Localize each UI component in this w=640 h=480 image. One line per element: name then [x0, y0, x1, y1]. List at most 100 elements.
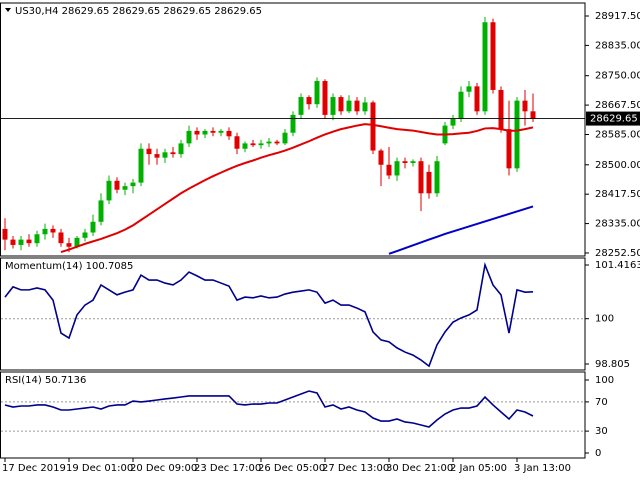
x-tick-label: 3 Jan 13:00 [514, 463, 571, 474]
panel-title: US30,H4 28629.65 28629.65 28629.65 28629… [15, 6, 262, 17]
y-tick-label: 70 [595, 397, 608, 408]
candle-body [98, 200, 104, 222]
candle-body [210, 130, 216, 133]
candle-body [530, 111, 536, 119]
plot-area [4, 390, 534, 428]
panel-frame [0, 2, 586, 257]
candle-body [506, 129, 512, 169]
candle-body [194, 130, 200, 135]
candle-body [282, 132, 288, 144]
candle-body [2, 228, 8, 240]
y-tick-label: 100 [595, 375, 614, 386]
x-tick-label: 26 Dec 05:00 [258, 463, 325, 474]
panel-frame [0, 257, 586, 371]
candle-body [330, 97, 336, 115]
candle-body [418, 161, 424, 194]
candle-body [26, 239, 32, 244]
candle-body [266, 141, 272, 144]
candle-body [394, 161, 400, 176]
y-tick-label: 98.805 [595, 359, 630, 370]
last-price-box [586, 111, 640, 126]
plot-area [4, 261, 534, 368]
candle-body [426, 171, 432, 194]
candle-body [514, 100, 520, 169]
candle-body [522, 100, 528, 112]
candle-body [42, 228, 48, 235]
x-tick-label: 17 Dec 2019 [2, 463, 66, 474]
indicator-line [4, 390, 534, 428]
x-tick-label: 20 Dec 09:00 [130, 463, 197, 474]
candle-body [234, 136, 240, 149]
y-tick-label: 28417.50 [595, 189, 640, 200]
candle-body [138, 148, 144, 183]
y-tick-label: 28585.00 [595, 129, 640, 140]
candle-body [450, 118, 456, 126]
candle-body [378, 150, 384, 165]
x-tick-label: 23 Dec 17:00 [194, 463, 261, 474]
y-tick-label: 28500.00 [595, 160, 640, 171]
candle-body [34, 234, 40, 244]
y-tick-label: 0 [595, 448, 601, 459]
candle-body [474, 86, 480, 112]
candle-body [498, 89, 504, 130]
plot-area [2, 16, 536, 255]
candle-body [130, 182, 136, 187]
candle-body [178, 143, 184, 155]
candle-body [242, 143, 248, 149]
candle-body [434, 161, 440, 194]
candle-body [258, 143, 264, 146]
candle-body [338, 97, 344, 112]
x-tick-label: 30 Dec 21:00 [386, 463, 453, 474]
candle-body [322, 81, 328, 115]
indicator-line [4, 261, 534, 368]
candle-body [202, 130, 208, 135]
candle-body [218, 130, 224, 133]
candle-body [290, 114, 296, 133]
candle-body [402, 161, 408, 163]
candle-body [154, 154, 160, 158]
candle-body [482, 22, 488, 112]
x-tick-label: 19 Dec 01:00 [66, 463, 133, 474]
y-tick-label: 28667.50 [595, 100, 640, 111]
moving-average [388, 205, 534, 255]
candle-body [106, 180, 112, 201]
candle-body [66, 243, 72, 247]
y-tick-label: 28335.00 [595, 219, 640, 230]
candle-body [74, 237, 80, 247]
candle-body [274, 141, 280, 144]
candle-body [162, 152, 168, 158]
candle-body [354, 100, 360, 112]
candle-body [298, 97, 304, 115]
x-tick-label: 27 Dec 13:00 [322, 463, 389, 474]
candle-body [18, 239, 24, 245]
candle-body [466, 86, 472, 92]
candle-body [410, 161, 416, 163]
candle-body [122, 186, 128, 190]
panel-title: RSI(14) 50.7136 [5, 375, 86, 386]
candle-body [170, 152, 176, 155]
candle-body [114, 180, 120, 190]
candle-body [90, 221, 96, 233]
y-tick-label: 28252.50 [595, 248, 640, 259]
candle-body [386, 164, 392, 176]
y-tick-label: 28835.00 [595, 40, 640, 51]
y-tick-label: 28917.50 [595, 11, 640, 22]
y-tick-label: 28750.00 [595, 71, 640, 82]
menu-arrow [5, 8, 11, 12]
panel-title: Momentum(14) 100.7085 [5, 261, 133, 272]
y-tick-label: 30 [595, 426, 608, 437]
candle-body [314, 81, 320, 105]
candle-body [362, 102, 368, 112]
candle-body [306, 97, 312, 105]
candle-body [226, 130, 232, 137]
candle-body [346, 100, 352, 112]
candle-body [370, 102, 376, 151]
x-tick-label: 2 Jan 05:00 [450, 463, 507, 474]
y-tick-label: 100 [595, 314, 614, 325]
candle-body [490, 22, 496, 90]
candle-body [146, 148, 152, 155]
candle-body [458, 91, 464, 119]
candle-body [250, 143, 256, 146]
